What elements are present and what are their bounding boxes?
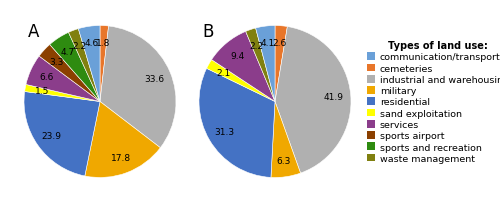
Text: 9.4: 9.4 [230,52,244,61]
Wedge shape [206,60,275,102]
Text: 2.1: 2.1 [216,68,230,77]
Text: 6.3: 6.3 [276,156,290,165]
Wedge shape [212,32,275,102]
Text: 33.6: 33.6 [144,74,165,83]
Wedge shape [256,26,275,102]
Text: 4.1: 4.1 [260,39,274,48]
Text: 31.3: 31.3 [214,128,234,136]
Wedge shape [24,85,100,102]
Wedge shape [100,27,176,148]
Text: 4.7: 4.7 [60,48,75,57]
Text: 2.2: 2.2 [72,42,86,51]
Wedge shape [26,57,100,102]
Text: 6.6: 6.6 [39,73,54,82]
Wedge shape [100,26,108,102]
Wedge shape [78,26,100,102]
Wedge shape [85,102,160,178]
Wedge shape [271,102,300,178]
Wedge shape [275,27,351,173]
Wedge shape [68,30,100,102]
Text: 41.9: 41.9 [324,92,344,101]
Text: 2.6: 2.6 [272,39,287,48]
Text: 23.9: 23.9 [42,132,62,141]
Wedge shape [246,29,275,102]
Wedge shape [39,45,100,102]
Text: 1.8: 1.8 [96,39,110,48]
Wedge shape [50,33,100,102]
Text: B: B [203,23,214,41]
Text: 2.2: 2.2 [249,42,263,51]
Wedge shape [24,92,100,176]
Text: 17.8: 17.8 [110,153,131,162]
Wedge shape [199,69,275,177]
Text: A: A [28,23,39,41]
Text: 4.6: 4.6 [84,39,98,48]
Legend: communication/transport, cemeteries, industrial and warehousing, military, resid: communication/transport, cemeteries, ind… [364,39,500,165]
Text: 3.3: 3.3 [49,58,64,67]
Text: 1.5: 1.5 [34,87,49,96]
Wedge shape [275,26,287,102]
